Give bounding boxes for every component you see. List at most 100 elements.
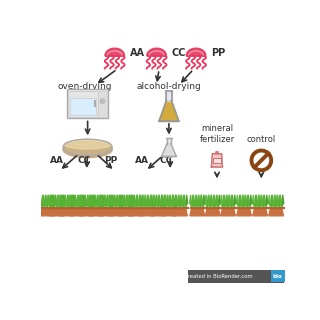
Text: PP: PP — [104, 156, 118, 165]
Polygon shape — [164, 195, 166, 207]
Polygon shape — [215, 195, 218, 207]
Polygon shape — [150, 195, 152, 207]
Polygon shape — [42, 195, 44, 207]
Polygon shape — [190, 208, 204, 216]
Polygon shape — [52, 195, 54, 207]
Polygon shape — [130, 195, 132, 207]
Polygon shape — [153, 195, 155, 207]
Polygon shape — [119, 195, 121, 207]
Polygon shape — [258, 195, 260, 207]
Polygon shape — [55, 195, 57, 207]
Polygon shape — [156, 195, 158, 207]
Polygon shape — [80, 195, 82, 207]
Polygon shape — [279, 195, 282, 207]
Polygon shape — [192, 195, 195, 207]
Text: bio: bio — [273, 274, 283, 279]
Polygon shape — [40, 208, 54, 216]
Polygon shape — [60, 195, 62, 207]
Polygon shape — [74, 195, 76, 207]
Polygon shape — [133, 195, 135, 207]
Polygon shape — [62, 195, 64, 207]
Polygon shape — [177, 195, 180, 207]
Polygon shape — [210, 195, 212, 207]
Polygon shape — [167, 195, 169, 207]
Polygon shape — [266, 195, 268, 207]
Polygon shape — [49, 207, 65, 208]
Polygon shape — [89, 208, 104, 216]
Polygon shape — [69, 208, 84, 216]
Polygon shape — [113, 195, 116, 207]
Text: alcohol-drying: alcohol-drying — [137, 82, 201, 91]
Polygon shape — [49, 195, 52, 207]
Text: CC: CC — [160, 156, 173, 165]
Polygon shape — [81, 195, 83, 207]
Polygon shape — [241, 195, 244, 207]
Polygon shape — [98, 207, 114, 208]
Polygon shape — [42, 195, 44, 207]
Polygon shape — [139, 195, 141, 207]
Polygon shape — [54, 195, 56, 207]
Polygon shape — [223, 195, 225, 207]
Polygon shape — [144, 195, 146, 207]
Polygon shape — [107, 195, 109, 207]
Polygon shape — [59, 195, 61, 207]
Polygon shape — [247, 195, 249, 207]
Polygon shape — [59, 208, 74, 216]
Polygon shape — [183, 195, 185, 207]
Polygon shape — [141, 195, 143, 207]
Polygon shape — [77, 195, 79, 207]
Polygon shape — [161, 195, 163, 207]
Polygon shape — [102, 195, 104, 207]
Polygon shape — [172, 195, 174, 207]
Polygon shape — [152, 195, 154, 207]
Polygon shape — [257, 195, 260, 207]
Polygon shape — [185, 195, 188, 207]
Polygon shape — [89, 195, 91, 207]
Polygon shape — [90, 195, 92, 207]
Text: CC: CC — [77, 156, 91, 165]
Polygon shape — [155, 195, 157, 207]
Polygon shape — [162, 208, 176, 216]
Polygon shape — [47, 195, 49, 207]
Polygon shape — [273, 195, 276, 207]
Polygon shape — [178, 195, 180, 207]
Polygon shape — [215, 151, 219, 154]
Polygon shape — [128, 208, 143, 216]
Polygon shape — [263, 195, 266, 207]
Polygon shape — [106, 195, 108, 207]
Polygon shape — [205, 195, 207, 207]
Polygon shape — [228, 195, 230, 207]
Polygon shape — [213, 195, 215, 207]
Polygon shape — [207, 195, 210, 207]
Polygon shape — [123, 195, 125, 207]
Polygon shape — [237, 208, 252, 216]
Polygon shape — [50, 208, 64, 216]
Polygon shape — [109, 195, 111, 207]
Polygon shape — [152, 195, 155, 207]
Polygon shape — [111, 195, 113, 207]
Polygon shape — [110, 195, 113, 207]
Polygon shape — [138, 195, 140, 207]
Polygon shape — [231, 195, 233, 207]
Polygon shape — [271, 195, 273, 207]
Polygon shape — [111, 195, 114, 207]
Polygon shape — [93, 195, 96, 207]
Polygon shape — [162, 144, 176, 156]
Polygon shape — [200, 195, 202, 207]
Polygon shape — [198, 195, 200, 207]
Polygon shape — [118, 207, 133, 208]
Polygon shape — [166, 91, 172, 101]
Polygon shape — [205, 207, 220, 208]
Polygon shape — [274, 195, 276, 207]
Polygon shape — [252, 207, 268, 208]
Polygon shape — [244, 195, 247, 207]
Polygon shape — [174, 195, 177, 207]
Polygon shape — [175, 195, 177, 207]
Polygon shape — [260, 195, 262, 207]
Polygon shape — [91, 195, 93, 207]
Polygon shape — [39, 195, 42, 207]
Text: PP: PP — [211, 48, 226, 58]
Polygon shape — [169, 195, 171, 207]
Polygon shape — [101, 195, 103, 207]
Polygon shape — [118, 195, 120, 207]
